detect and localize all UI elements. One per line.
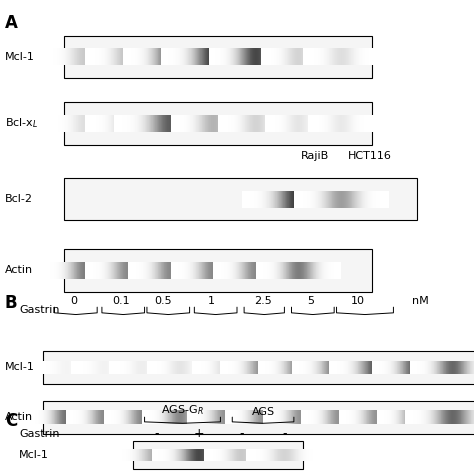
Text: 5: 5 bbox=[307, 296, 314, 306]
Text: Mcl-1: Mcl-1 bbox=[5, 362, 35, 373]
Text: -: - bbox=[154, 427, 159, 440]
Text: -: - bbox=[282, 427, 287, 440]
Bar bbox=[64, 249, 372, 292]
Bar bbox=[64, 178, 417, 220]
Text: -: - bbox=[239, 427, 244, 440]
Text: RajiB: RajiB bbox=[301, 151, 329, 162]
Bar bbox=[64, 249, 372, 292]
Text: A: A bbox=[5, 14, 18, 32]
Text: Bcl-x$_L$: Bcl-x$_L$ bbox=[5, 116, 38, 130]
Text: Actin: Actin bbox=[5, 265, 33, 275]
Text: Bcl-2: Bcl-2 bbox=[5, 194, 33, 204]
Text: 0: 0 bbox=[70, 296, 77, 306]
Bar bbox=[64, 102, 372, 145]
Text: 2.5: 2.5 bbox=[254, 296, 272, 306]
Bar bbox=[43, 401, 474, 434]
Bar bbox=[133, 441, 303, 469]
Text: AGS-G$_R$: AGS-G$_R$ bbox=[161, 403, 204, 417]
Text: +: + bbox=[194, 427, 204, 440]
Bar bbox=[43, 401, 474, 434]
Bar bbox=[43, 351, 474, 384]
Text: B: B bbox=[5, 294, 18, 312]
Text: 10: 10 bbox=[351, 296, 365, 306]
Bar bbox=[64, 102, 372, 145]
Bar bbox=[43, 351, 474, 384]
Bar bbox=[133, 441, 303, 469]
Bar bbox=[64, 36, 372, 78]
Text: Mcl-1: Mcl-1 bbox=[19, 450, 49, 460]
Text: nM: nM bbox=[412, 296, 429, 306]
Text: C: C bbox=[5, 412, 17, 430]
Text: 0.5: 0.5 bbox=[155, 296, 173, 306]
Text: 0.1: 0.1 bbox=[112, 296, 130, 306]
Text: Gastrin: Gastrin bbox=[19, 305, 59, 316]
Text: AGS: AGS bbox=[252, 407, 274, 417]
Text: Gastrin: Gastrin bbox=[19, 428, 59, 439]
Text: 1: 1 bbox=[208, 296, 214, 306]
Text: Actin: Actin bbox=[5, 412, 33, 422]
Text: Mcl-1: Mcl-1 bbox=[5, 52, 35, 62]
Text: HCT116: HCT116 bbox=[348, 151, 392, 162]
Bar bbox=[64, 36, 372, 78]
Bar bbox=[64, 178, 417, 220]
